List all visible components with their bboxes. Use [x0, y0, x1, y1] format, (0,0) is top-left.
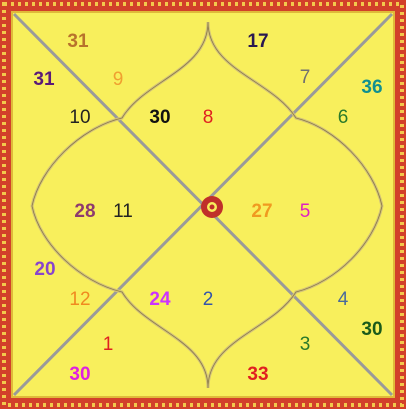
- label: 31: [33, 69, 55, 90]
- label: 5: [300, 201, 311, 222]
- label: 6: [338, 107, 349, 128]
- label: 4: [338, 289, 349, 310]
- label: 20: [34, 259, 55, 280]
- label: 33: [247, 364, 268, 385]
- label: 11: [113, 201, 133, 222]
- label: 2: [203, 289, 214, 310]
- label: 30: [69, 364, 90, 385]
- label: 30: [149, 107, 170, 128]
- label: 8: [203, 107, 214, 128]
- label: 17: [247, 31, 268, 52]
- label: 31: [67, 31, 89, 52]
- label: 12: [69, 289, 90, 310]
- label: 3: [300, 334, 311, 355]
- label: 7: [300, 67, 311, 88]
- label: 10: [69, 107, 90, 128]
- chart-diagram: 31 17 31 9 7 36 10 30 8 6 28 11 27 5 20 …: [0, 0, 406, 409]
- label: 28: [74, 201, 95, 222]
- label: 24: [149, 289, 171, 310]
- label: 30: [361, 319, 382, 340]
- center-ornament: [201, 196, 223, 218]
- label: 36: [361, 77, 382, 98]
- label: 1: [103, 334, 114, 355]
- label: 9: [113, 69, 124, 90]
- label: 27: [251, 201, 272, 222]
